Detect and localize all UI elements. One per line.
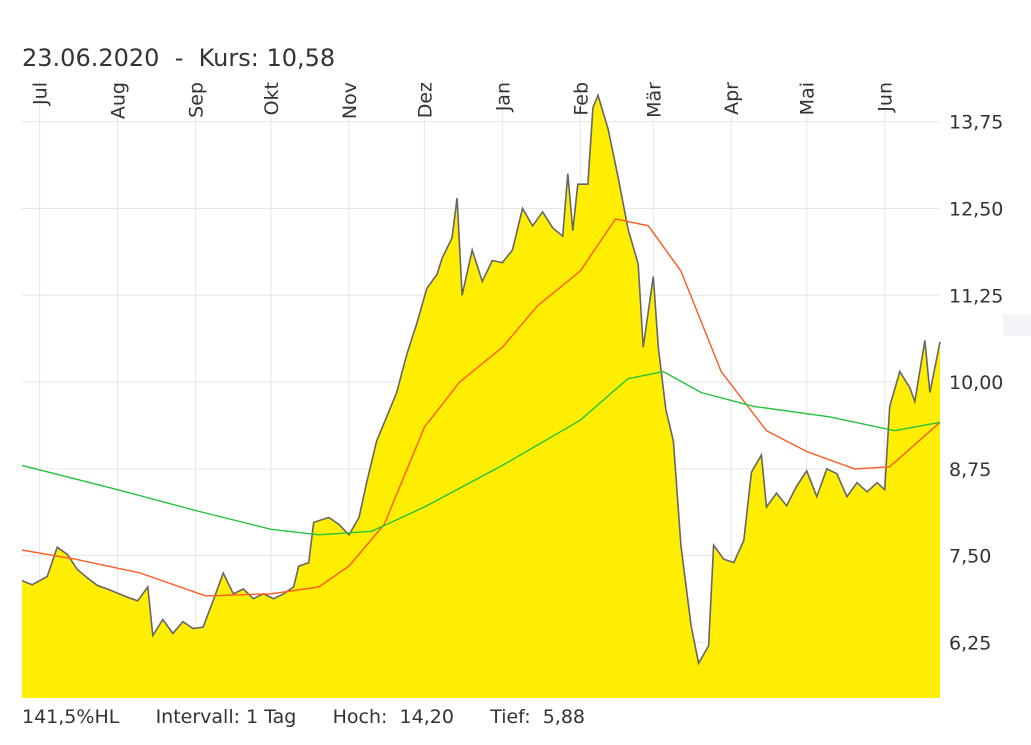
x-tick-label: Apr [721,82,743,115]
x-tick-label: Feb [570,82,592,116]
y-tick-label: 11,25 [949,285,1003,307]
x-axis: Jul Aug Sep Okt Nov Dez Jan Feb Mär Apr Mai Jun [30,82,897,119]
chart-header: 23.06.2020 - Kurs: 10,58 [22,44,335,72]
x-tick-label: Mai [797,82,819,115]
x-tick-label: Jul [30,82,52,106]
footer-low-value: 5,88 [542,706,585,728]
footer-range: 141,5%HL [22,706,120,728]
header-separator: - [174,44,184,72]
footer-interval-value: 1 Tag [246,706,297,728]
header-price-label: Kurs: [198,44,259,72]
footer-high-value: 14,20 [399,706,454,728]
x-tick-label: Mär [643,82,665,118]
x-tick-label: Dez [414,82,436,118]
price-line [21,92,941,666]
y-tick-label: 12,50 [949,198,1003,220]
scroll-handle[interactable] [1003,314,1031,336]
y-axis: 13,75 12,50 11,25 10,00 8,75 7,50 6,25 [949,112,1003,655]
price-area [22,95,940,699]
x-tick-label: Nov [339,82,361,119]
moving-average-short [21,218,941,597]
y-tick-label: 7,50 [949,546,991,568]
moving-average-long [21,370,941,536]
y-tick-label: 6,25 [949,632,991,654]
y-tick-label: 8,75 [949,459,991,481]
chart-footer: 141,5%HL Intervall: 1 Tag Hoch: 14,20 Ti… [22,706,585,728]
y-tick-label: 10,00 [949,372,1003,394]
footer-low-label: Tief: [490,706,531,728]
header-date: 23.06.2020 [22,44,160,72]
header-price-value: 10,58 [266,44,336,72]
x-tick-label: Sep [186,82,208,118]
x-tick-label: Jun [875,82,897,113]
y-tick-label: 13,75 [949,112,1003,134]
footer-high-label: Hoch: [332,706,388,728]
footer-interval-label: Intervall: [155,706,241,728]
x-tick-label: Jan [492,82,514,112]
x-tick-label: Aug [108,82,130,119]
x-tick-label: Okt [261,82,283,115]
grid [22,80,940,698]
